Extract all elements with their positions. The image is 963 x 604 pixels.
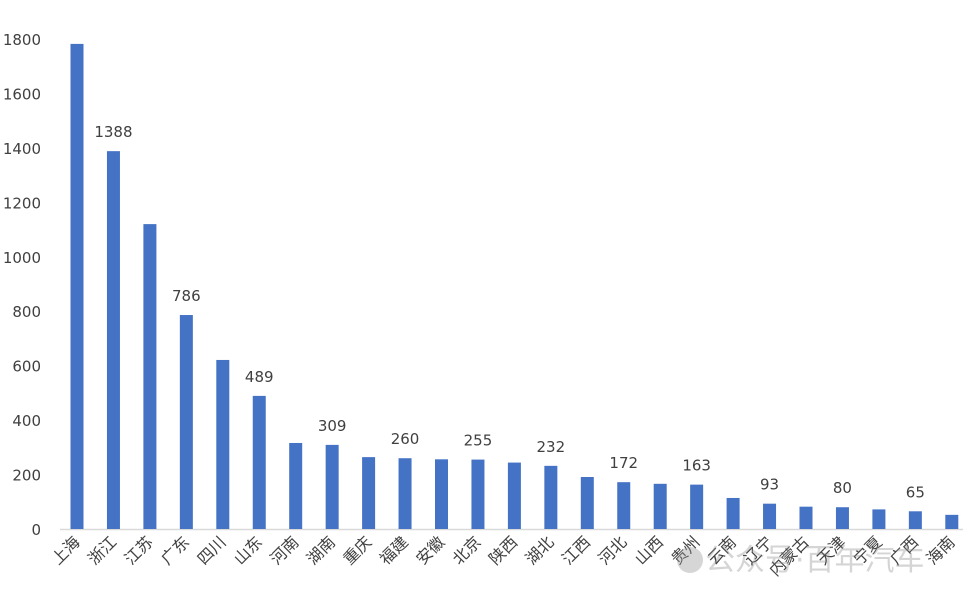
- x-tick-label: 重庆: [339, 532, 375, 568]
- y-tick-label: 1400: [3, 140, 41, 158]
- x-tick-label: 河南: [266, 532, 302, 568]
- data-label: 786: [172, 287, 201, 305]
- y-tick-label: 200: [12, 467, 41, 485]
- bar: [653, 483, 667, 529]
- bar: [835, 507, 849, 529]
- x-tick-label: 湖南: [303, 532, 339, 568]
- y-tick-label: 1000: [3, 249, 41, 267]
- x-tick-label: 上海: [48, 532, 84, 568]
- watermark: 公众号·百年汽车: [705, 543, 925, 578]
- data-label: 489: [245, 368, 274, 386]
- bar: [507, 462, 521, 529]
- y-tick-label: 1800: [3, 31, 41, 49]
- y-tick-label: 0: [31, 521, 41, 539]
- x-tick-label: 四川: [194, 532, 230, 568]
- bar: [544, 465, 558, 529]
- bar: [690, 484, 704, 529]
- bar: [726, 497, 740, 529]
- x-tick-label: 河北: [595, 532, 631, 568]
- bar: [398, 458, 412, 529]
- bar: [580, 477, 594, 529]
- wechat-icon: [677, 547, 703, 573]
- bar: [252, 395, 266, 529]
- data-label: 172: [609, 454, 638, 472]
- x-tick-label: 江苏: [121, 532, 157, 568]
- x-tick-label: 海南: [923, 532, 959, 568]
- x-tick-label: 浙江: [84, 532, 120, 568]
- x-tick-label: 北京: [449, 532, 485, 568]
- bar: [908, 511, 922, 529]
- y-tick-label: 1200: [3, 194, 41, 212]
- data-label: 65: [906, 483, 925, 501]
- bar: [70, 43, 84, 530]
- bar: [799, 506, 813, 529]
- y-tick-label: 800: [12, 303, 41, 321]
- bar: [216, 359, 230, 529]
- bar: [143, 224, 157, 529]
- data-label: 260: [391, 430, 420, 448]
- data-label: 163: [682, 457, 711, 475]
- y-tick-label: 600: [12, 358, 41, 376]
- x-tick-label: 陕西: [485, 532, 521, 568]
- x-tick-label: 福建: [376, 532, 412, 568]
- bar: [435, 459, 448, 529]
- bar: [617, 482, 631, 529]
- data-label: 309: [318, 417, 347, 435]
- bar: [106, 151, 120, 529]
- x-tick-label: 江西: [558, 532, 594, 568]
- data-label: 1388: [94, 123, 132, 141]
- bar: [945, 514, 959, 529]
- bar: [179, 315, 193, 529]
- x-tick-label: 山东: [230, 532, 266, 568]
- bar: [325, 444, 339, 529]
- bar: [362, 457, 376, 529]
- bar: [289, 442, 303, 529]
- bar: [471, 459, 485, 529]
- data-label: 255: [464, 432, 493, 450]
- x-tick-label: 安徽: [412, 532, 448, 568]
- x-tick-label: 广东: [157, 532, 193, 568]
- data-label: 93: [760, 476, 779, 494]
- y-tick-label: 400: [12, 412, 41, 430]
- bar: [763, 503, 777, 529]
- x-tick-label: 湖北: [522, 532, 558, 568]
- bar: [872, 509, 886, 529]
- data-label: 80: [833, 479, 852, 497]
- y-tick-label: 1600: [3, 85, 41, 103]
- data-label: 232: [537, 438, 566, 456]
- x-tick-label: 山西: [631, 532, 667, 568]
